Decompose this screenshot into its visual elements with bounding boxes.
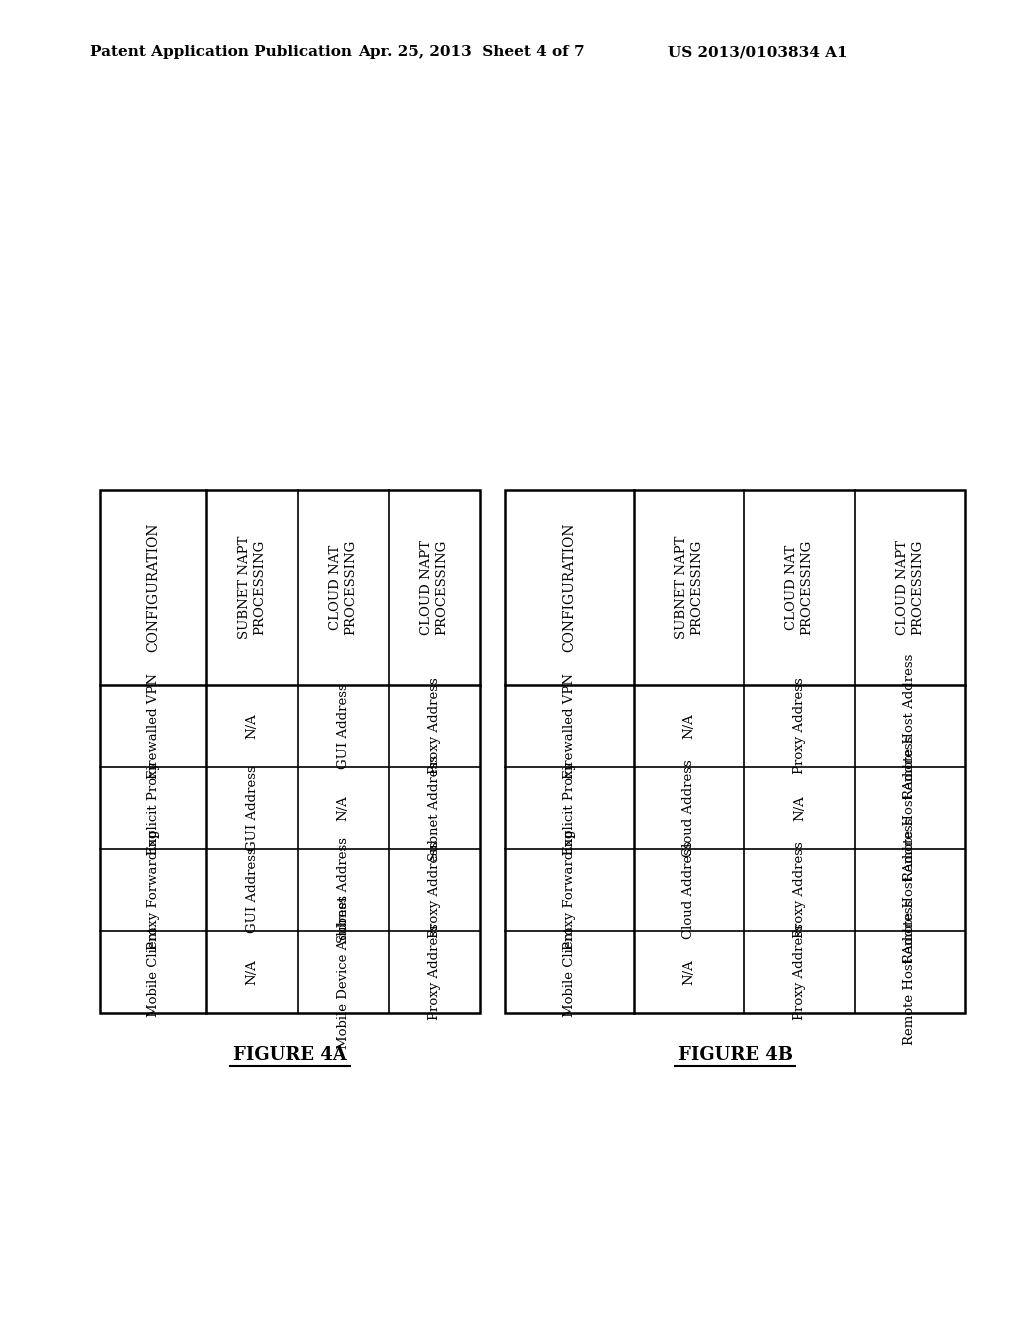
Text: Proxy Address: Proxy Address (793, 924, 806, 1020)
Text: Firewalled VPN: Firewalled VPN (146, 673, 160, 779)
Text: CLOUD NAT
PROCESSING: CLOUD NAT PROCESSING (785, 540, 813, 635)
Text: SUBNET NAPT
PROCESSING: SUBNET NAPT PROCESSING (238, 536, 266, 639)
Bar (100, 490, 480, 1012)
Text: CONFIGURATION: CONFIGURATION (562, 523, 577, 652)
Text: Mobile Device Address: Mobile Device Address (337, 895, 350, 1049)
Text: Mobile Client: Mobile Client (563, 927, 575, 1018)
Text: US 2013/0103834 A1: US 2013/0103834 A1 (668, 45, 848, 59)
Text: FIGURE 4B: FIGURE 4B (678, 1045, 793, 1064)
Text: Cloud Address: Cloud Address (683, 759, 695, 857)
Text: N/A: N/A (246, 960, 258, 985)
Text: CONFIGURATION: CONFIGURATION (146, 523, 160, 652)
Text: Firewalled VPN: Firewalled VPN (563, 673, 575, 779)
Text: Remote Host Address: Remote Host Address (903, 899, 916, 1044)
Text: FIGURE 4A: FIGURE 4A (233, 1045, 347, 1064)
Text: CLOUD NAPT
PROCESSING: CLOUD NAPT PROCESSING (421, 540, 449, 635)
Text: Cloud Address: Cloud Address (683, 841, 695, 939)
Text: Subnet Address: Subnet Address (428, 755, 441, 861)
Text: N/A: N/A (793, 795, 806, 821)
Text: Remote Host Address: Remote Host Address (903, 653, 916, 799)
Text: GUI Address: GUI Address (337, 684, 350, 768)
Text: Proxy Address: Proxy Address (428, 842, 441, 939)
Text: Patent Application Publication: Patent Application Publication (90, 45, 352, 59)
Text: Proxy Forwarding: Proxy Forwarding (146, 830, 160, 950)
Bar (505, 490, 965, 1012)
Text: Explicit Proxy: Explicit Proxy (146, 762, 160, 854)
Text: N/A: N/A (337, 795, 350, 821)
Text: Proxy Address: Proxy Address (428, 677, 441, 775)
Text: Proxy Forwarding: Proxy Forwarding (563, 830, 575, 950)
Text: Proxy Address: Proxy Address (793, 677, 806, 775)
Text: GUI Address: GUI Address (246, 847, 258, 933)
Text: GUI Address: GUI Address (246, 766, 258, 851)
Text: N/A: N/A (683, 713, 695, 739)
Text: Subnet Address: Subnet Address (337, 837, 350, 942)
Text: CLOUD NAPT
PROCESSING: CLOUD NAPT PROCESSING (896, 540, 924, 635)
Text: Explicit Proxy: Explicit Proxy (563, 762, 575, 854)
Text: SUBNET NAPT
PROCESSING: SUBNET NAPT PROCESSING (675, 536, 703, 639)
Text: Remote Host Address: Remote Host Address (903, 735, 916, 880)
Text: Remote Host Address: Remote Host Address (903, 817, 916, 962)
Text: Proxy Address: Proxy Address (428, 924, 441, 1020)
Text: Proxy Address: Proxy Address (793, 842, 806, 939)
Text: N/A: N/A (246, 713, 258, 739)
Text: Apr. 25, 2013  Sheet 4 of 7: Apr. 25, 2013 Sheet 4 of 7 (358, 45, 585, 59)
Text: N/A: N/A (683, 960, 695, 985)
Text: CLOUD NAT
PROCESSING: CLOUD NAT PROCESSING (329, 540, 357, 635)
Text: Mobile Client: Mobile Client (146, 927, 160, 1018)
